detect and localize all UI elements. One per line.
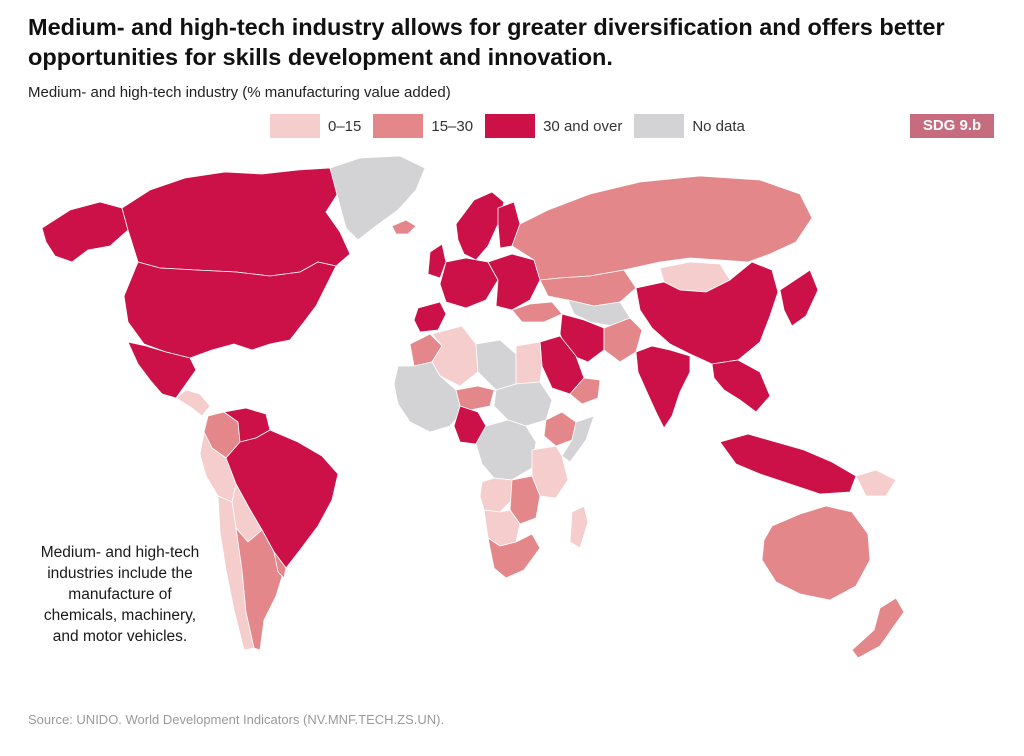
legend-item-low: 0–15 (270, 114, 361, 138)
region-iberia (413, 301, 447, 333)
region-sudan (493, 381, 553, 427)
region-new-zealand (851, 597, 905, 659)
region-russia (511, 175, 813, 281)
legend-item-nodata: No data (634, 114, 745, 138)
legend-label-mid: 15–30 (431, 117, 474, 135)
region-australia (761, 505, 871, 601)
region-yemen-oman (569, 377, 601, 405)
region-india (635, 345, 691, 429)
region-south-africa (487, 533, 541, 579)
region-usa (123, 261, 337, 359)
region-madagascar (569, 505, 589, 549)
source-note: Source: UNIDO. World Development Indicat… (28, 712, 445, 727)
region-mexico (127, 341, 197, 399)
region-central-america (175, 389, 211, 417)
region-central-africa (475, 419, 537, 481)
chart-title: Medium- and high-tech industry allows fo… (28, 14, 945, 70)
region-korea-japan (779, 269, 819, 327)
legend-swatch-low (270, 114, 320, 138)
region-greenland (329, 155, 426, 241)
legend-swatch-nodata (634, 114, 685, 138)
legend-label-nodata: No data (692, 117, 745, 135)
region-uk (427, 243, 447, 279)
region-angola (479, 477, 513, 513)
region-alaska (41, 201, 129, 263)
legend-label-high: 30 and over (543, 117, 623, 135)
region-uruguay (273, 551, 287, 579)
region-china (635, 261, 779, 365)
annotation-note: Medium- and high-tech industries include… (40, 544, 200, 645)
world-map (41, 155, 905, 659)
region-algeria (431, 325, 479, 387)
region-indonesia (719, 433, 857, 495)
region-iceland (391, 219, 417, 235)
region-egypt (515, 341, 543, 385)
region-western-europe (439, 257, 499, 309)
region-southeast-asia (711, 359, 771, 413)
region-libya (475, 339, 517, 391)
chart-subtitle: Medium- and high-tech industry (% manufa… (28, 84, 451, 101)
legend-label-low: 0–15 (328, 117, 362, 135)
region-canada (121, 167, 351, 277)
legend-swatch-high (485, 114, 536, 138)
sdg-badge: SDG 9.b (910, 114, 994, 138)
region-argentina (235, 527, 285, 651)
region-kazakhstan (539, 269, 637, 307)
region-eastern-europe (487, 253, 541, 311)
region-papua-new-guinea (855, 469, 897, 497)
region-scandinavia (455, 191, 505, 261)
legend: 0–15 15–30 30 and over No data (270, 114, 757, 138)
legend-swatch-mid (373, 114, 424, 138)
legend-item-high: 30 and over (485, 114, 622, 138)
legend-item-mid: 15–30 (373, 114, 473, 138)
